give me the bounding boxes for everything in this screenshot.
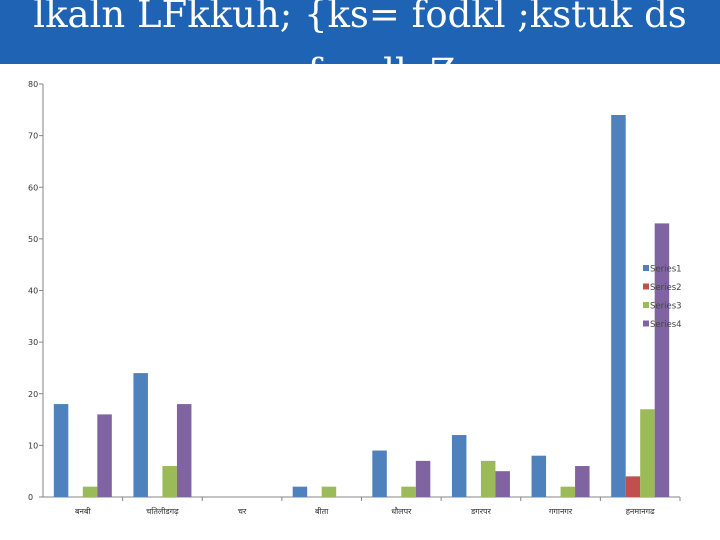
bar-series3-5 [480, 460, 496, 497]
x-category-label: बनबी [75, 506, 92, 516]
x-category-label: गगानगर [549, 507, 573, 516]
legend-label-series3: Series3 [650, 302, 682, 312]
bar-series1-3 [292, 486, 308, 497]
bar-series4-7 [654, 223, 670, 497]
x-tick-labels: बनबी चतिलीडगढ़ चर बीता धौलपर डगरपर गगानगर हनमान… [75, 506, 655, 516]
bar-series3-6 [560, 486, 576, 497]
bar-series4-1 [176, 404, 192, 497]
bar-series1-0 [53, 404, 69, 497]
legend-label-series1: Series1 [650, 265, 682, 275]
y-tick-label: 30 [28, 338, 38, 347]
bar-series2-7 [625, 476, 641, 497]
y-tick-label: 50 [28, 235, 38, 244]
legend-swatch-series1 [643, 265, 649, 271]
bar-series1-4 [372, 450, 387, 497]
x-category-label: चर [238, 507, 247, 516]
legend-swatch-series4 [643, 320, 649, 327]
bar-series3-3 [321, 486, 337, 497]
bar-series1-7 [611, 114, 626, 497]
x-category-label: धौलपर [391, 506, 412, 516]
y-tick-label: 40 [28, 287, 38, 296]
chart-bars [53, 114, 670, 497]
y-tick-label: 20 [28, 390, 38, 399]
y-tick-labels: 0 10 20 30 40 50 60 70 80 [28, 80, 38, 502]
legend-swatch-series2 [643, 283, 649, 290]
x-category-label: बीता [315, 506, 329, 516]
legend-swatch-series3 [643, 302, 649, 308]
bar-series4-0 [97, 414, 112, 497]
bar-series4-5 [495, 471, 510, 497]
slide-title: lkaln LFkkuh; {ks= fodkl ;kstuk ds yafcr… [33, 0, 687, 64]
legend-label-series4: Series4 [650, 320, 682, 330]
chart-legend: Series1 Series2 Series3 Series4 [643, 265, 682, 330]
x-category-label: डगरपर [470, 507, 492, 516]
bar-series1-6 [531, 455, 547, 497]
y-tick-label: 80 [28, 80, 38, 89]
y-tick-label: 60 [28, 183, 38, 192]
bar-series4-6 [575, 466, 590, 497]
y-tick-label: 70 [28, 132, 38, 141]
legend-label-series2: Series2 [650, 283, 682, 293]
y-tick-label: 10 [28, 441, 38, 450]
x-category-label: चतिलीडगढ़ [146, 506, 179, 516]
bar-series1-5 [451, 435, 467, 497]
bar-series3-7 [640, 409, 655, 497]
bar-series4-4 [415, 460, 431, 497]
bar-series3-0 [82, 486, 98, 497]
bar-series1-1 [133, 373, 148, 497]
title-bar: lkaln LFkkuh; {ks= fodkl ;kstuk ds yafcr… [0, 0, 720, 64]
bar-series3-4 [401, 486, 416, 497]
x-category-label: हनमानगढ [626, 507, 655, 516]
bar-series3-1 [162, 466, 177, 497]
y-tick-label: 0 [28, 493, 33, 502]
